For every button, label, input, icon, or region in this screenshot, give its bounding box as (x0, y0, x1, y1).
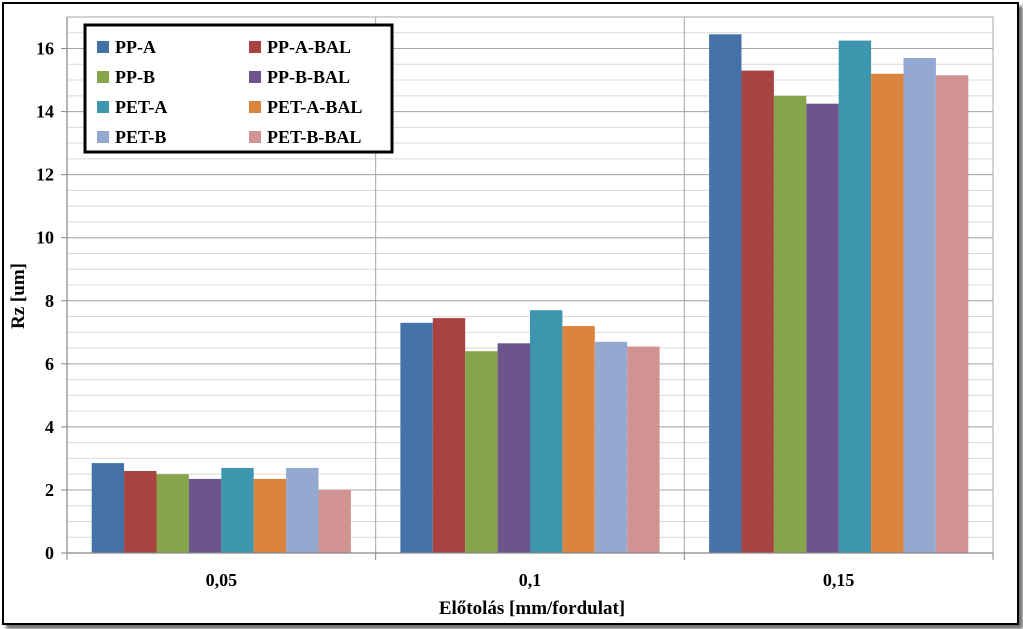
bar-pp-a-bal (741, 70, 774, 553)
bar-pet-a (530, 310, 563, 553)
legend-item: PET-A (97, 97, 167, 117)
bar-pp-a-bal (124, 471, 157, 553)
legend-swatch (249, 71, 261, 83)
legend-label: PP-B (115, 67, 155, 87)
axes (61, 17, 994, 560)
legend-swatch (97, 41, 109, 53)
y-tick-label: 6 (45, 354, 54, 374)
bar-pp-b-bal (188, 478, 222, 553)
bar-pp-a (400, 322, 433, 553)
legend-item: PET-B (97, 127, 166, 147)
y-tick-label: 4 (45, 417, 54, 437)
bar-pet-b-bal (318, 489, 351, 553)
bar-pp-b-bal (497, 343, 530, 553)
bar-pet-a-bal (253, 478, 287, 553)
legend-swatch (249, 41, 261, 53)
bar-pp-b (773, 95, 807, 554)
y-tick-label: 14 (36, 102, 54, 122)
legend-swatch (249, 101, 261, 113)
bar-pet-a-bal (562, 326, 595, 553)
bar-pet-b (286, 467, 319, 553)
legend-item: PP-B-BAL (249, 67, 350, 87)
x-tick-labels: 0,05 0,1 0,15 (206, 570, 855, 590)
legend-item: PET-A-BAL (249, 97, 362, 117)
legend-item: PET-B-BAL (249, 127, 361, 147)
x-tick-label: 0,15 (823, 570, 855, 590)
legend-label: PET-B (115, 127, 166, 147)
legend-label: PET-A (115, 97, 167, 117)
y-tick-label: 10 (36, 228, 54, 248)
bar-pet-a (221, 467, 254, 553)
y-tick-label: 16 (36, 39, 54, 59)
bar-pp-a (91, 463, 125, 553)
bar-pp-b (465, 351, 498, 553)
bar-pp-b (156, 474, 189, 553)
bar-pet-b (594, 341, 628, 553)
bar-pet-a (838, 40, 872, 554)
legend-item: PP-A (97, 37, 156, 57)
y-tick-label: 2 (45, 480, 54, 500)
legend-swatch (97, 131, 109, 143)
legend-item: PP-B (97, 67, 155, 87)
legend-label: PET-B-BAL (267, 127, 361, 147)
y-tick-label: 12 (36, 165, 54, 185)
bar-pp-b-bal (806, 103, 839, 553)
y-tick-labels: 0 2 4 6 8 10 12 14 16 (36, 39, 54, 563)
y-tick-label: 8 (45, 291, 54, 311)
x-tick-label: 0,05 (206, 570, 238, 590)
bar-pp-a (709, 34, 742, 554)
x-axis-label: Előtolás [mm/fordulat] (439, 598, 625, 619)
legend-swatch (97, 101, 109, 113)
legend-swatch (97, 71, 109, 83)
legend-item: PP-A-BAL (249, 37, 351, 57)
bar-pp-a-bal (432, 318, 466, 553)
y-axis-label: Rz [um] (8, 263, 29, 329)
y-tick-label: 0 (45, 543, 54, 563)
legend-label: PP-A (115, 37, 156, 57)
legend-swatch (249, 131, 261, 143)
bar-pet-b (903, 58, 936, 553)
x-tick-label: 0,1 (519, 570, 542, 590)
legend-label: PP-A-BAL (267, 37, 351, 57)
bars (91, 34, 969, 554)
legend-box (83, 23, 394, 154)
legend-label: PET-A-BAL (267, 97, 362, 117)
legend-label: PP-B-BAL (267, 67, 350, 87)
bar-pet-b-bal (627, 346, 660, 553)
bar-pet-b-bal (935, 75, 969, 554)
legend: PP-A PP-A-BAL PP-B PP-B-BAL PET-A PET-A-BAL PE… (83, 23, 394, 154)
bar-pet-a-bal (871, 73, 904, 554)
